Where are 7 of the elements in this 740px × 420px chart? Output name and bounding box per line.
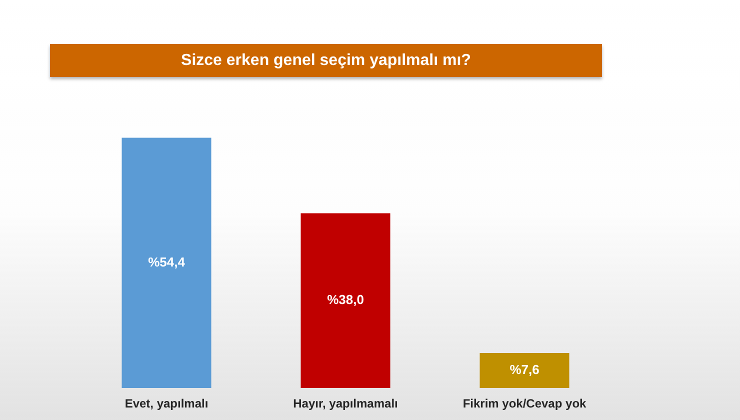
x-tick-label: Fikrim yok/Cevap yok (462, 396, 587, 410)
x-tick-label: Evet, yapılmalı (124, 396, 208, 410)
data-label: %38,0 (327, 292, 364, 308)
chart-title: Sizce erken genel seçim yapılmalı mı? (50, 44, 602, 77)
x-tick-label: Hayır, yapılmamalı (293, 396, 398, 410)
data-label: %7,6 (510, 362, 540, 378)
data-label: %54,4 (148, 254, 186, 270)
